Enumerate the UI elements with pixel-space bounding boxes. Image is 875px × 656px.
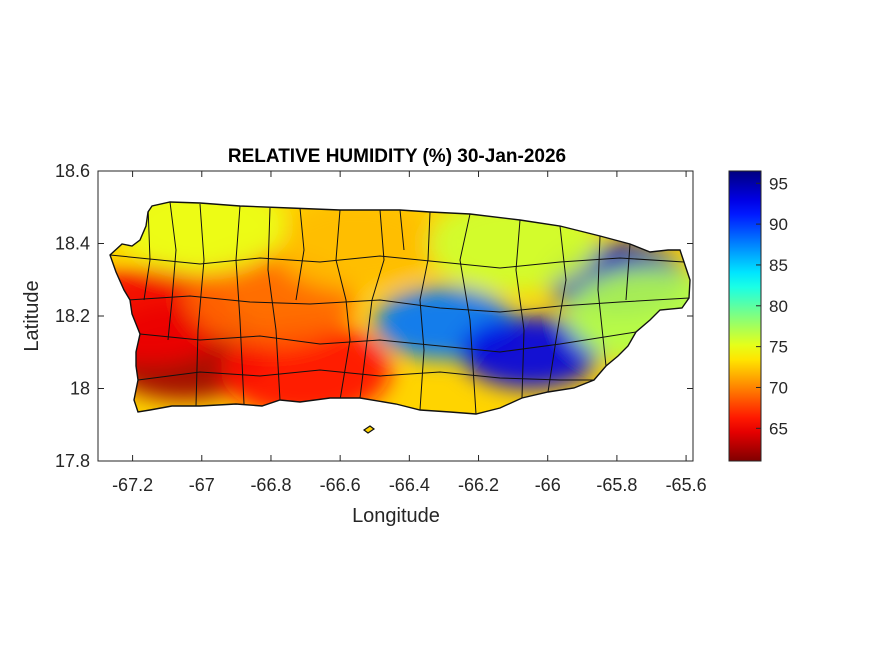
municipality-boundary [399, 209, 405, 251]
municipality-boundary [547, 225, 567, 393]
colorbar-tick-label: 90 [769, 215, 788, 234]
colorbar-tick-label: 65 [769, 419, 788, 438]
municipality-boundary [597, 235, 607, 367]
y-tick-label: 18.4 [55, 234, 90, 254]
colorbar-ticks: 65 70 75 80 85 90 95 [756, 174, 788, 438]
island-coastline [109, 201, 691, 415]
municipality-boundaries [110, 202, 690, 414]
x-tick-label: -67 [189, 475, 215, 495]
map-title: RELATIVE HUMIDITY (%) 30-Jan-2026 [228, 146, 566, 167]
colorbar-tick-label: 80 [769, 297, 788, 316]
municipality-boundary [625, 243, 631, 301]
humidity-region-east-coast [566, 268, 690, 364]
x-tick-label: -66.6 [320, 475, 361, 495]
municipality-boundary [137, 369, 594, 381]
small-island-caja-de-muertos [362, 425, 376, 434]
x-tick-label: -67.2 [112, 475, 153, 495]
y-tick-label: 18 [70, 379, 90, 399]
y-axis-label: Latitude [21, 280, 43, 351]
y-axis-ticks: 17.8 18 18.2 18.4 18.6 [55, 161, 693, 471]
x-tick-label: -66.4 [389, 475, 430, 495]
municipality-boundary [127, 295, 690, 313]
x-tick-label: -66.2 [458, 475, 499, 495]
colorbar-tick-label: 95 [769, 174, 788, 193]
humidity-region-southeast-interior [460, 316, 601, 389]
colorbar [728, 170, 762, 462]
municipality-boundary [515, 219, 525, 399]
municipality-boundary [459, 213, 477, 414]
municipality-boundary [235, 205, 245, 405]
colorbar-tick-label: 85 [769, 256, 788, 275]
municipality-boundary [419, 211, 431, 411]
municipality-boundary [195, 203, 205, 407]
y-tick-label: 18.2 [55, 306, 90, 326]
municipality-boundary [143, 205, 151, 301]
x-axis-label: Longitude [352, 505, 440, 527]
humidity-region-north-central [272, 202, 443, 292]
municipality-boundary [359, 209, 385, 399]
x-tick-label: -66.8 [250, 475, 291, 495]
y-tick-label: 18.6 [55, 161, 90, 181]
x-tick-label: -66 [535, 475, 561, 495]
municipality-boundary [267, 207, 281, 401]
municipality-boundary [139, 331, 637, 353]
x-axis-ticks: -67.2 -67 -66.8 -66.6 -66.4 -66.2 -66 -65.8 -65.… [112, 171, 707, 495]
x-tick-label: -65.6 [666, 475, 707, 495]
colorbar-tick-label: 75 [769, 338, 788, 357]
municipality-boundary [335, 209, 351, 401]
y-tick-label: 17.8 [55, 451, 90, 471]
municipality-boundary [167, 202, 177, 341]
municipality-boundary [295, 207, 305, 301]
municipality-boundary [110, 254, 685, 269]
humidity-region-south-central [220, 322, 391, 414]
colorbar-tick-label: 70 [769, 378, 788, 397]
x-tick-label: -65.8 [596, 475, 637, 495]
